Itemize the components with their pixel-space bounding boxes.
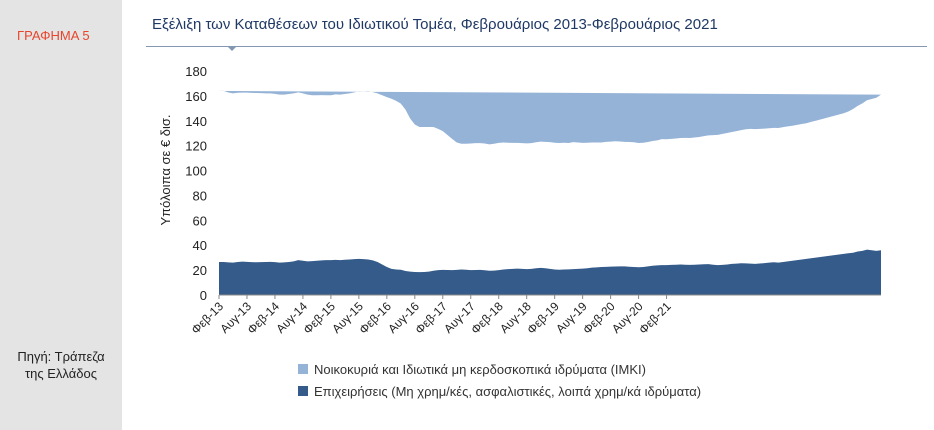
x-tick-label: Φεβ-18 [468,299,506,337]
area-households [219,90,881,145]
legend-item-households: Νοικοκυριά και Ιδιωτικά μη κερδοσκοπικά … [298,358,701,380]
y-tick-label: 0 [200,288,207,303]
stacked-areas [219,90,881,295]
x-tick-label: Φεβ-20 [580,299,618,337]
y-tick-label: 120 [185,139,207,154]
y-tick-label: 20 [193,263,207,278]
chart-title: Εξέλιξη των Καταθέσεων του Ιδιωτικού Τομ… [152,16,718,33]
left-sidebar-panel: ΓΡΑΦΗΜΑ 5 Πηγή: Τράπεζα της Ελλάδος [0,0,122,430]
legend-label-households: Νοικοκυριά και Ιδιωτικά μη κερδοσκοπικά … [314,361,646,377]
legend-swatch-businesses [298,386,308,396]
x-tick-label: Φεβ-19 [524,299,562,337]
y-tick-label: 60 [193,213,207,228]
legend-item-businesses: Επιχειρήσεις (Μη χρημ/κές, ασφαλιστικές,… [298,380,701,402]
chart-legend: Νοικοκυριά και Ιδιωτικά μη κερδοσκοπικά … [298,358,701,402]
y-tick-label: 140 [185,114,207,129]
y-axis-ticks: 0 20 40 60 80 100 120 140 160 180 [185,64,207,303]
legend-swatch-households [298,364,308,374]
x-tick-label: Φεβ-16 [356,299,394,337]
y-axis-title: Υπόλοιπα σε € δισ. [158,115,173,226]
y-tick-label: 100 [185,164,207,179]
source-line-2: της Ελλάδος [25,366,97,381]
chart-panel [130,0,934,430]
x-tick-label: Φεβ-13 [189,299,227,337]
title-notch-marker [227,46,237,51]
y-tick-label: 40 [193,238,207,253]
source-note: Πηγή: Τράπεζα της Ελλάδος [0,348,122,382]
x-axis-ticks: Φεβ-13Αυγ-13Φεβ-14Αυγ-14Φεβ-15Αυγ-15Φεβ-… [189,295,674,337]
x-tick-label: Φεβ-14 [244,299,282,337]
x-tick-label: Φεβ-17 [412,299,450,337]
y-tick-label: 80 [193,188,207,203]
legend-label-businesses: Επιχειρήσεις (Μη χρημ/κές, ασφαλιστικές,… [314,383,702,399]
source-line-1: Πηγή: Τράπεζα [17,349,105,364]
y-tick-label: 180 [185,64,207,79]
area-businesses [219,249,881,295]
x-tick-label: Φεβ-15 [300,299,338,337]
x-tick-label: Φεβ-21 [636,299,674,337]
y-axis-title-group: Υπόλοιπα σε € δισ. [158,115,173,226]
title-underline [146,46,927,47]
figure-label: ΓΡΑΦΗΜΑ 5 [17,28,90,43]
y-tick-label: 160 [185,89,207,104]
